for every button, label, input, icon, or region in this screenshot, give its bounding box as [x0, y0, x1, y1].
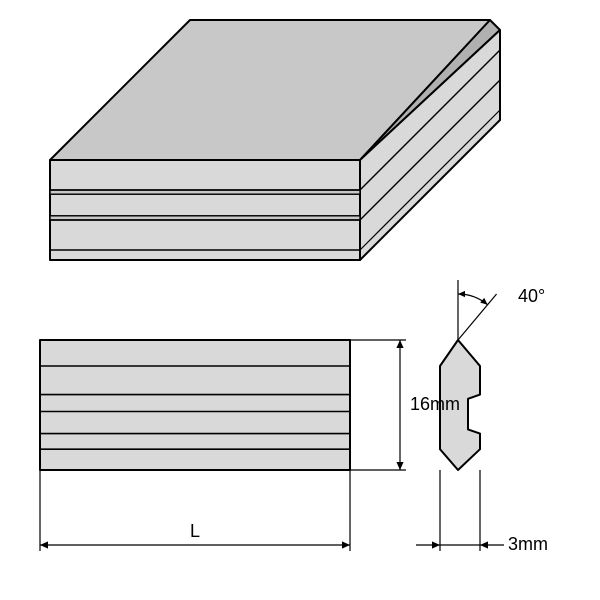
iso-view — [50, 20, 500, 260]
dim-label-angle: 40° — [518, 286, 545, 306]
dim-label-thickness: 3mm — [508, 534, 548, 554]
dim-label-length: L — [190, 521, 200, 541]
dim-label-height: 16mm — [410, 394, 460, 414]
front-view — [40, 340, 350, 470]
